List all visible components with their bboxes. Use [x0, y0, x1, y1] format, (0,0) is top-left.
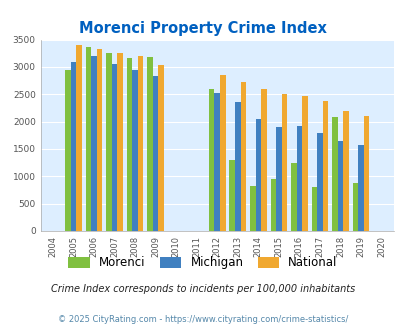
Bar [147, 57, 152, 231]
Bar [249, 186, 255, 231]
Bar [240, 82, 245, 231]
Bar [138, 56, 143, 231]
Bar [106, 53, 111, 231]
Bar [337, 141, 342, 231]
Bar [234, 103, 240, 231]
Bar [117, 53, 123, 231]
Bar [260, 89, 266, 231]
Bar [316, 133, 322, 231]
Bar [220, 75, 225, 231]
Bar [132, 70, 138, 231]
Bar [70, 62, 76, 231]
Text: Crime Index corresponds to incidents per 100,000 inhabitants: Crime Index corresponds to incidents per… [51, 284, 354, 294]
Bar [76, 45, 81, 231]
Bar [91, 56, 96, 231]
Bar [65, 70, 70, 231]
Bar [111, 64, 117, 231]
Legend: Morenci, Michigan, National: Morenci, Michigan, National [64, 252, 341, 274]
Bar [229, 160, 234, 231]
Bar [363, 116, 369, 231]
Bar [290, 163, 296, 231]
Bar [342, 111, 348, 231]
Bar [158, 65, 164, 231]
Bar [96, 49, 102, 231]
Bar [270, 179, 275, 231]
Bar [85, 47, 91, 231]
Bar [281, 94, 286, 231]
Bar [214, 93, 220, 231]
Text: © 2025 CityRating.com - https://www.cityrating.com/crime-statistics/: © 2025 CityRating.com - https://www.city… [58, 315, 347, 324]
Bar [322, 101, 327, 231]
Bar [311, 187, 316, 231]
Bar [352, 183, 357, 231]
Text: Morenci Property Crime Index: Morenci Property Crime Index [79, 21, 326, 36]
Bar [275, 126, 281, 231]
Bar [301, 96, 307, 231]
Bar [296, 126, 301, 231]
Bar [255, 119, 260, 231]
Bar [331, 117, 337, 231]
Bar [126, 58, 132, 231]
Bar [152, 76, 158, 231]
Bar [209, 89, 214, 231]
Bar [357, 145, 363, 231]
